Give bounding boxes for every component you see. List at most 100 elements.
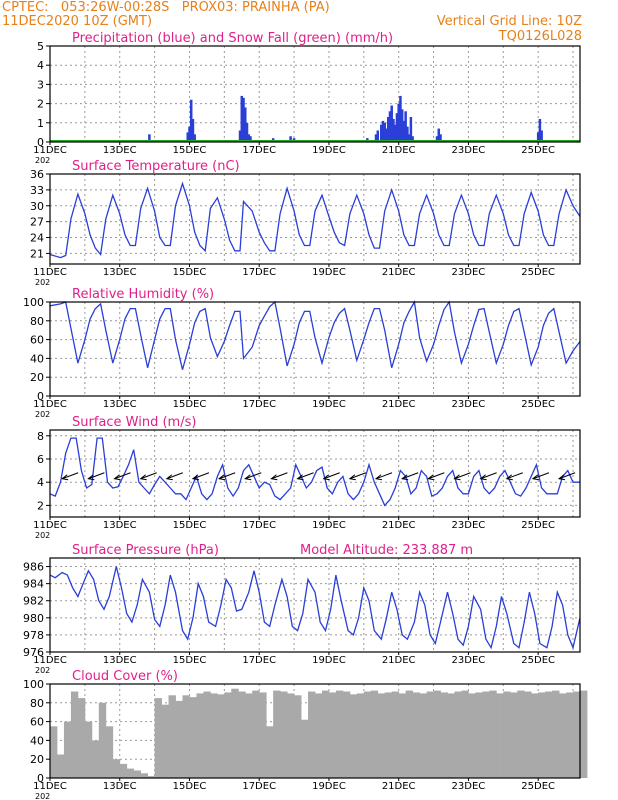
precip-bar bbox=[247, 134, 250, 142]
y-tick-label: 2 bbox=[37, 98, 44, 111]
x-tick-label: 13DEC bbox=[103, 399, 137, 410]
precip-bar bbox=[242, 97, 245, 142]
cloud-bar bbox=[496, 693, 504, 778]
cloud-bar bbox=[119, 763, 128, 778]
x-year-stub: 202 bbox=[35, 410, 50, 419]
y-tick-label: 24 bbox=[30, 232, 44, 245]
x-tick-label: 21DEC bbox=[382, 781, 416, 792]
cloud-bar bbox=[377, 693, 386, 778]
cloud-bar bbox=[391, 691, 400, 778]
wind-arrow bbox=[87, 472, 105, 481]
wind-arrow-head bbox=[244, 474, 252, 481]
panel-2: 0 20 40 60 80 100 Relative Humidity (%) 11DEC 13… bbox=[23, 287, 581, 419]
x-tick-label: 25DEC bbox=[521, 655, 555, 666]
cloud-bar bbox=[342, 691, 351, 778]
cloud-bar bbox=[315, 693, 323, 778]
x-tick-label: 19DEC bbox=[312, 520, 346, 531]
x-tick-label: 13DEC bbox=[103, 145, 137, 156]
precip-bar bbox=[381, 120, 385, 142]
cloud-bar bbox=[140, 773, 149, 778]
wind-arrow-head bbox=[531, 474, 540, 481]
cloud-bar bbox=[77, 698, 86, 778]
panel-1: 21 24 27 30 33 36 Surface Temperature (nC) 11DE… bbox=[30, 159, 581, 287]
cloud-bar bbox=[412, 692, 421, 778]
panel-frame bbox=[49, 301, 581, 397]
plot-area bbox=[50, 46, 580, 142]
wind-arrow-head bbox=[505, 474, 513, 481]
x-tick-label: 17DEC bbox=[242, 399, 276, 410]
panel-annotation: Model Altitude: 233.887 m bbox=[300, 543, 473, 558]
y-tick-label: 4 bbox=[37, 59, 44, 72]
precip-bar bbox=[376, 130, 380, 142]
cloud-bar bbox=[112, 759, 121, 778]
wind-arrow-head bbox=[113, 474, 121, 481]
precip-bar bbox=[390, 105, 393, 142]
wind-arrow-shaft bbox=[88, 472, 105, 480]
cloud-bar bbox=[440, 692, 448, 778]
wind-arrow-head bbox=[87, 474, 95, 481]
wind-arrow-shaft bbox=[428, 472, 445, 480]
cloud-bar bbox=[133, 770, 142, 778]
cloud-bar bbox=[196, 693, 204, 778]
y-tick-label: 60 bbox=[30, 716, 44, 729]
precip-bar bbox=[189, 99, 193, 142]
panel-frame bbox=[49, 557, 581, 653]
x-tick-label: 13DEC bbox=[103, 655, 137, 666]
plot-area bbox=[50, 302, 580, 396]
precip-bar bbox=[289, 136, 292, 142]
series-line bbox=[49, 181, 581, 259]
x-tick-label: 15DEC bbox=[173, 781, 207, 792]
y-tick-label: 986 bbox=[23, 561, 44, 574]
x-tick-label: 13DEC bbox=[103, 520, 137, 531]
precip-bar bbox=[540, 130, 543, 142]
panel-0: 0 1 2 3 4 5 Precipitation (blue) and Snow Fall… bbox=[33, 31, 581, 165]
panel-title: Surface Pressure (hPa) bbox=[72, 543, 219, 558]
y-tick-label: 980 bbox=[23, 612, 44, 625]
wind-arrow bbox=[531, 472, 550, 481]
y-tick-label: 80 bbox=[30, 315, 44, 328]
precip-bar bbox=[191, 118, 195, 142]
precip-bar bbox=[383, 122, 386, 142]
panel-title: Cloud Cover (%) bbox=[72, 669, 178, 684]
header-model-code: TQ0126L028 bbox=[498, 29, 582, 44]
wind-arrow bbox=[374, 472, 393, 481]
wind-arrow-shaft bbox=[114, 472, 131, 480]
x-tick-label: 19DEC bbox=[312, 399, 346, 410]
y-tick-label: 0 bbox=[37, 390, 44, 403]
precip-bar bbox=[388, 111, 392, 142]
y-tick-label: 984 bbox=[23, 578, 44, 591]
cloud-bar bbox=[384, 692, 393, 778]
wind-arrow bbox=[557, 472, 576, 481]
x-tick-label: 19DEC bbox=[312, 781, 346, 792]
cloud-bar bbox=[70, 691, 79, 778]
cloud-bar bbox=[510, 692, 518, 778]
wind-arrow bbox=[61, 472, 79, 481]
wind-arrow bbox=[453, 472, 471, 481]
cloud-bar bbox=[154, 698, 162, 778]
precip-bar bbox=[411, 136, 414, 142]
cloud-bar bbox=[475, 692, 483, 778]
wind-arrow-head bbox=[61, 474, 69, 481]
y-tick-label: 20 bbox=[30, 753, 44, 766]
cloud-bar bbox=[517, 690, 525, 778]
x-tick-label: 19DEC bbox=[312, 145, 346, 156]
cloud-bar bbox=[308, 691, 316, 778]
wind-arrow-shaft bbox=[245, 472, 262, 480]
cloud-bar bbox=[84, 721, 93, 778]
y-tick-label: 20 bbox=[30, 371, 44, 384]
cloud-bar bbox=[580, 690, 588, 778]
y-tick-label: 3 bbox=[37, 78, 44, 91]
precip-bar bbox=[400, 109, 404, 142]
cloud-bar bbox=[468, 693, 476, 778]
cloud-bar bbox=[335, 690, 344, 778]
wind-arrow-shaft bbox=[62, 472, 79, 480]
precip-bar bbox=[385, 128, 388, 142]
cloud-bar bbox=[238, 691, 246, 778]
precip-bar bbox=[188, 126, 191, 142]
panel-title: Relative Humidity (%) bbox=[72, 287, 214, 302]
cloud-bar bbox=[524, 691, 532, 778]
cloud-bar bbox=[245, 693, 253, 778]
x-tick-label: 11DEC bbox=[33, 655, 67, 666]
x-tick-label: 15DEC bbox=[173, 145, 207, 156]
y-tick-label: 36 bbox=[30, 168, 44, 181]
